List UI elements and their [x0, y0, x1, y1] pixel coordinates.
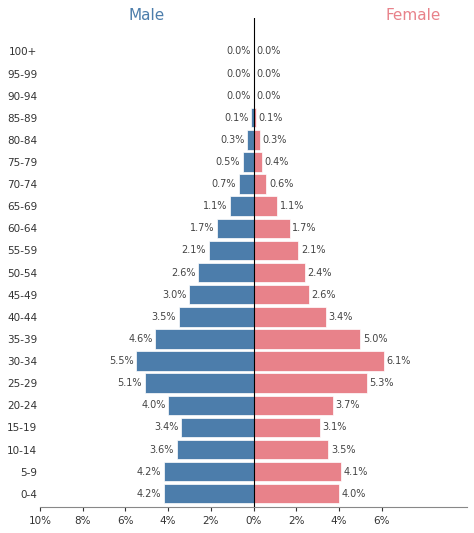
Bar	[254, 329, 360, 349]
Text: 2.6%: 2.6%	[171, 268, 195, 278]
Text: 3.5%: 3.5%	[331, 445, 356, 455]
Text: 5.3%: 5.3%	[369, 378, 394, 388]
Text: 0.6%: 0.6%	[269, 179, 293, 189]
Bar	[177, 440, 254, 459]
Bar	[145, 374, 254, 393]
Bar	[254, 174, 266, 194]
Bar	[254, 395, 333, 415]
Text: 6.1%: 6.1%	[386, 356, 410, 366]
Bar	[190, 285, 254, 304]
Bar	[198, 263, 254, 282]
Text: 0.3%: 0.3%	[220, 135, 245, 145]
Text: 3.6%: 3.6%	[150, 445, 174, 455]
Text: Male: Male	[128, 7, 165, 23]
Text: 2.4%: 2.4%	[307, 268, 332, 278]
Bar	[217, 219, 254, 238]
Bar	[254, 130, 260, 150]
Text: 2.6%: 2.6%	[311, 290, 336, 300]
Bar	[179, 307, 254, 327]
Bar	[247, 130, 254, 150]
Text: 5.5%: 5.5%	[109, 356, 134, 366]
Text: 0.0%: 0.0%	[256, 91, 281, 101]
Text: 4.0%: 4.0%	[341, 489, 366, 499]
Text: 4.1%: 4.1%	[344, 466, 368, 477]
Bar	[254, 418, 319, 437]
Bar	[164, 462, 254, 481]
Bar	[238, 174, 254, 194]
Bar	[254, 241, 298, 260]
Text: 0.7%: 0.7%	[211, 179, 236, 189]
Text: 4.6%: 4.6%	[128, 334, 153, 344]
Bar	[254, 263, 305, 282]
Bar	[209, 241, 254, 260]
Text: 2.1%: 2.1%	[301, 246, 326, 255]
Bar	[254, 307, 326, 327]
Bar	[254, 197, 277, 216]
Bar	[181, 418, 254, 437]
Text: 1.1%: 1.1%	[203, 201, 228, 211]
Text: 4.0%: 4.0%	[141, 400, 165, 410]
Text: Female: Female	[386, 7, 441, 23]
Bar	[243, 152, 254, 172]
Text: 3.5%: 3.5%	[152, 312, 176, 322]
Bar	[136, 351, 254, 371]
Bar	[164, 484, 254, 504]
Bar	[254, 219, 290, 238]
Bar	[168, 395, 254, 415]
Bar	[254, 351, 384, 371]
Bar	[254, 152, 262, 172]
Text: 3.0%: 3.0%	[163, 290, 187, 300]
Text: 3.4%: 3.4%	[328, 312, 353, 322]
Text: 0.4%: 0.4%	[264, 157, 289, 167]
Text: 0.0%: 0.0%	[227, 91, 251, 101]
Bar	[254, 374, 367, 393]
Text: 3.4%: 3.4%	[154, 423, 178, 432]
Bar	[230, 197, 254, 216]
Text: 0.0%: 0.0%	[227, 46, 251, 56]
Text: 0.0%: 0.0%	[256, 69, 281, 78]
Text: 0.5%: 0.5%	[216, 157, 240, 167]
Bar	[254, 108, 255, 127]
Text: 5.0%: 5.0%	[363, 334, 387, 344]
Text: 0.0%: 0.0%	[227, 69, 251, 78]
Bar	[254, 440, 328, 459]
Text: 2.1%: 2.1%	[182, 246, 206, 255]
Text: 4.2%: 4.2%	[137, 466, 161, 477]
Bar	[251, 108, 254, 127]
Text: 5.1%: 5.1%	[118, 378, 142, 388]
Bar	[254, 484, 339, 504]
Text: 0.0%: 0.0%	[256, 46, 281, 56]
Text: 0.3%: 0.3%	[263, 135, 287, 145]
Text: 0.1%: 0.1%	[258, 113, 283, 123]
Bar	[254, 285, 309, 304]
Bar	[254, 462, 341, 481]
Text: 0.1%: 0.1%	[225, 113, 249, 123]
Text: 1.1%: 1.1%	[280, 201, 304, 211]
Text: 4.2%: 4.2%	[137, 489, 161, 499]
Text: 3.7%: 3.7%	[335, 400, 360, 410]
Text: 1.7%: 1.7%	[190, 223, 215, 233]
Bar	[155, 329, 254, 349]
Text: 3.1%: 3.1%	[322, 423, 346, 432]
Text: 1.7%: 1.7%	[292, 223, 317, 233]
